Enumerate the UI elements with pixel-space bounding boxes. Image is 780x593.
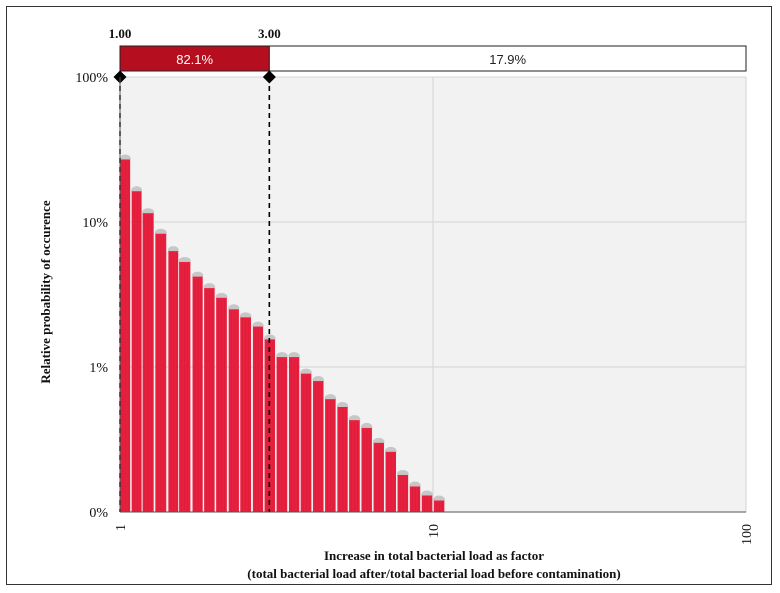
bar <box>228 309 239 512</box>
figure-frame <box>6 6 772 585</box>
x-axis-title-line2: (total bacterial load after/total bacter… <box>247 566 620 581</box>
y-tick-label: 10% <box>82 216 108 231</box>
segment-percent-label: 82.1% <box>176 52 213 67</box>
bar <box>288 357 300 512</box>
y-axis-title: Relative probability of occurence <box>38 200 53 384</box>
x-tick-label: 10 <box>427 524 442 538</box>
bar <box>192 276 203 512</box>
bar <box>131 191 142 513</box>
marker-label: 1.00 <box>109 26 132 41</box>
bar <box>120 159 131 512</box>
marker-label: 3.00 <box>258 26 281 41</box>
segment-bar <box>268 45 747 72</box>
bar <box>252 326 264 512</box>
bar <box>337 406 348 512</box>
x-tick-label: 1 <box>114 524 129 531</box>
y-tick-label: 1% <box>89 361 108 376</box>
marker-diamond <box>262 70 276 84</box>
y-tick-label: 100% <box>75 71 108 86</box>
x-axis-title-line1: Increase in total bacterial load as fact… <box>324 548 544 563</box>
bar <box>168 251 179 512</box>
y-tick-label: 0% <box>89 506 108 521</box>
x-tick-label: 100 <box>740 524 755 545</box>
segment-percent-label: 17.9% <box>489 52 526 67</box>
segment-bar <box>119 45 270 72</box>
